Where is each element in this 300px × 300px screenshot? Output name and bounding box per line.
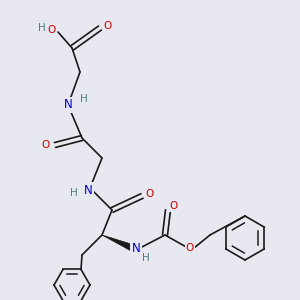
Text: O: O (186, 243, 194, 253)
Text: O: O (170, 201, 178, 211)
Text: O: O (104, 21, 112, 31)
Text: N: N (64, 98, 72, 112)
Text: H: H (70, 188, 78, 198)
Text: N: N (84, 184, 92, 196)
Text: O: O (41, 140, 49, 150)
Text: N: N (132, 242, 140, 254)
Text: H: H (38, 23, 46, 33)
Text: H: H (142, 253, 150, 263)
Text: H: H (80, 94, 88, 104)
Text: O: O (48, 25, 56, 35)
Polygon shape (102, 235, 133, 252)
Text: O: O (146, 189, 154, 199)
